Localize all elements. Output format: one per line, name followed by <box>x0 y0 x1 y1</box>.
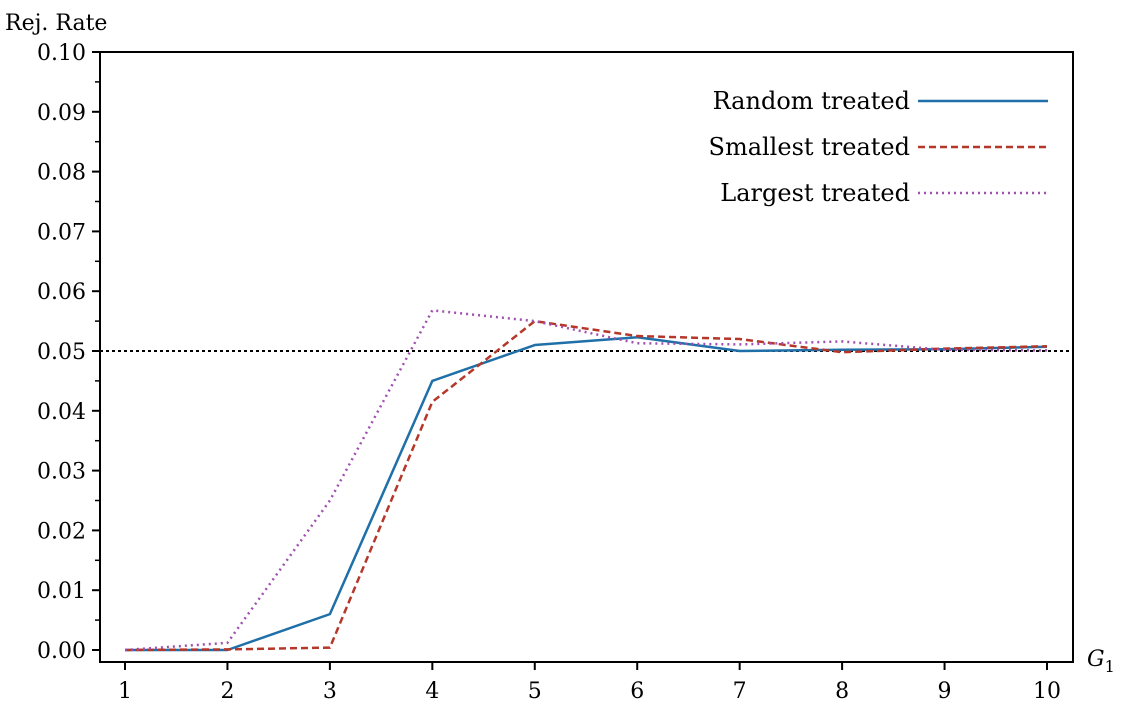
legend-label-1: Random treated <box>713 87 910 115</box>
x-axis-title-main: G <box>1087 647 1105 672</box>
legend-label-3: Largest treated <box>720 179 910 207</box>
x-tick-label-2: 2 <box>220 679 234 704</box>
y-axis-title: Rej. Rate <box>5 11 107 36</box>
y-tick-label-10: 0.09 <box>37 101 86 126</box>
plot-frame <box>99 51 1074 663</box>
x-tick-label-10: 10 <box>1033 679 1061 704</box>
y-tick-label-4: 0.03 <box>37 460 86 485</box>
y-tick-label-6: 0.05 <box>37 340 86 365</box>
y-tick-label-5: 0.04 <box>37 400 86 425</box>
x-tick-label-3: 3 <box>323 679 337 704</box>
y-tick-label-1: 0.00 <box>37 639 86 664</box>
x-tick-label-8: 8 <box>835 679 849 704</box>
x-tick-label-9: 9 <box>938 679 952 704</box>
x-tick-label-4: 4 <box>425 679 439 704</box>
legend-label-2: Smallest treated <box>709 133 911 161</box>
y-tick-label-7: 0.06 <box>37 280 86 305</box>
x-axis-title: G1 <box>1087 647 1115 676</box>
x-tick-label-5: 5 <box>528 679 542 704</box>
x-tick-label-6: 6 <box>630 679 644 704</box>
y-tick-label-2: 0.01 <box>37 579 86 604</box>
series-line-1 <box>125 336 1048 652</box>
series-line-3 <box>124 309 1048 652</box>
x-tick-label-1: 1 <box>118 679 132 704</box>
y-tick-label-8: 0.07 <box>37 220 86 245</box>
y-tick-label-11: 0.10 <box>37 41 86 66</box>
series-line-2 <box>124 319 1048 652</box>
y-tick-label-9: 0.08 <box>37 161 86 186</box>
x-axis-title-subscript: 1 <box>1105 657 1115 676</box>
x-tick-label-7: 7 <box>733 679 747 704</box>
y-tick-label-3: 0.02 <box>37 519 86 544</box>
